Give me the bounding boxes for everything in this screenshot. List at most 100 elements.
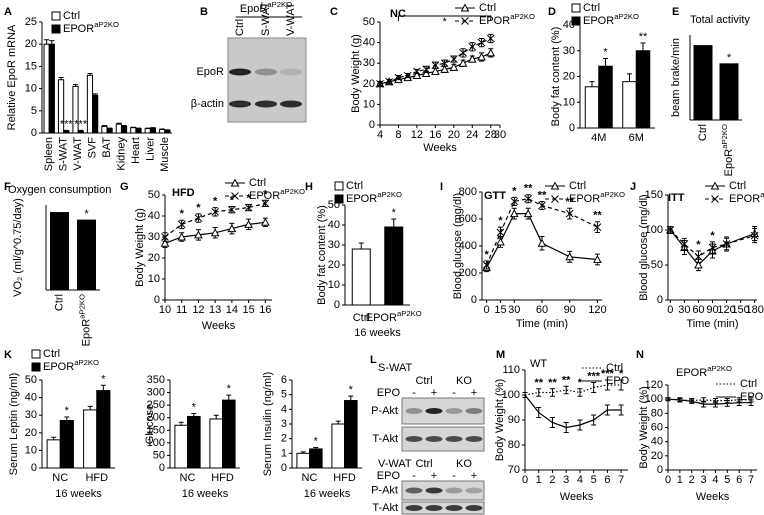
x-axis-label-main: 16 weeks	[55, 488, 102, 500]
y-tick-label: 50	[153, 449, 165, 461]
bar	[48, 43, 55, 134]
significance-main: *	[263, 188, 268, 200]
x-axis-label-main: Weeks	[560, 491, 594, 503]
x-tick-label: 120	[717, 304, 735, 316]
error-bar	[64, 416, 70, 421]
significance: *	[230, 194, 235, 206]
band	[229, 100, 251, 108]
x-tick-label: 7	[618, 474, 624, 486]
x-tick-label-main: 4	[712, 474, 718, 486]
significance: *	[619, 368, 624, 380]
significance: ***	[601, 368, 615, 380]
significance: *	[603, 46, 608, 58]
marker	[194, 230, 203, 239]
panel-letter: L	[370, 354, 377, 366]
significance-main: *	[512, 185, 517, 197]
x-tick-label: 5	[591, 474, 597, 486]
y-tick-label: 0	[281, 462, 287, 474]
y-tick-label-main: 80	[651, 407, 663, 419]
panel-letter: J	[630, 181, 636, 193]
x-tick-label: 7	[748, 474, 754, 486]
significance-main: *	[603, 46, 608, 58]
significance: **	[548, 377, 557, 389]
y-tick-label-main: 10	[25, 83, 37, 95]
panel-letter-main: D	[548, 6, 556, 18]
bar	[309, 448, 323, 469]
x-tick-label-sup: aP2KO	[78, 294, 87, 319]
panel-letter: K	[4, 349, 12, 361]
y-tick-label-main: 40	[651, 436, 663, 448]
x-tick-label: 24	[466, 129, 478, 141]
marker	[496, 237, 505, 246]
x-tick-label: 2	[689, 474, 695, 486]
y-tick-label: 40	[651, 436, 663, 448]
bar	[159, 128, 166, 134]
significance: *	[512, 185, 517, 197]
x-tick-label-main: 2	[549, 474, 555, 486]
significance: **	[534, 377, 543, 389]
significance: **	[593, 210, 602, 222]
x-tick-label: 12	[192, 304, 204, 316]
error-bar	[522, 392, 528, 398]
x-tick-label: 30	[678, 304, 690, 316]
y-tick-label-main: 40	[25, 392, 37, 404]
x-tick-label-main: BAT	[101, 137, 113, 158]
dose-label-main: -	[452, 470, 456, 482]
x-tick-label-main: 0	[667, 304, 673, 316]
error-bar	[191, 412, 197, 417]
row-label: β-actin	[191, 98, 224, 110]
chart-title: GTT	[484, 190, 506, 202]
band	[425, 505, 443, 511]
x-tick-label-main: 120	[588, 304, 606, 316]
marker	[194, 214, 203, 222]
legend-label: Ctrl	[63, 10, 80, 22]
x-tick-label: 60	[536, 304, 548, 316]
y-tick-label: 20	[328, 259, 340, 271]
marker	[537, 238, 547, 247]
chart-title-sup: aP2KO	[707, 364, 732, 373]
band	[465, 487, 483, 494]
marker	[750, 231, 759, 240]
bar	[144, 128, 151, 134]
error-bar	[300, 451, 306, 454]
y-tick-label-main: 150	[645, 189, 663, 201]
y-axis-label: Body Weight (%)	[638, 386, 650, 468]
significance: *	[84, 208, 89, 220]
x-tick-label: Spleen	[43, 137, 55, 171]
y-tick-label: 30	[563, 45, 575, 57]
marker	[711, 195, 719, 203]
significance-main: *	[101, 373, 106, 385]
y-tick-label-main: 50	[153, 449, 165, 461]
y-tick-label: 10	[25, 444, 37, 456]
x-axis-label: Weeks	[423, 142, 457, 154]
dose-label-main: +	[431, 387, 437, 399]
x-tick-label-main: 90	[564, 304, 576, 316]
x-tick-label: 60	[692, 304, 704, 316]
x-axis-label: Weeks	[696, 491, 730, 503]
panel-letter: G	[120, 181, 129, 193]
blot-header-sup: aP2KO	[267, 0, 292, 9]
marker	[244, 219, 253, 228]
x-tick-label-main: V-WAT	[72, 137, 84, 171]
legend-label-main: EPOR	[479, 15, 510, 27]
x-tick-label: 4M	[591, 132, 606, 144]
significance-main: **	[562, 374, 571, 386]
significance: ***	[587, 370, 601, 382]
band	[465, 505, 483, 511]
error-bar	[627, 73, 632, 82]
x-tick-label: 12	[411, 129, 423, 141]
significance-main: *	[84, 208, 89, 220]
y-tick-label: 400	[459, 240, 477, 252]
genotype-label-main: KO	[456, 375, 472, 387]
x-axis-label: Weeks	[202, 320, 236, 332]
blot-image	[401, 480, 485, 501]
y-tick-label-main: 120	[645, 379, 663, 391]
chart-panel: M 70 80 90 100 110 Body Weight (%) Weeks WT 0 1 2 3 4…	[494, 349, 630, 503]
x-tick-label: 0	[522, 474, 528, 486]
x-axis-label-main: Weeks	[696, 491, 730, 503]
bar	[598, 65, 613, 129]
panel-letter: H	[305, 181, 313, 193]
error-bar	[44, 39, 50, 45]
